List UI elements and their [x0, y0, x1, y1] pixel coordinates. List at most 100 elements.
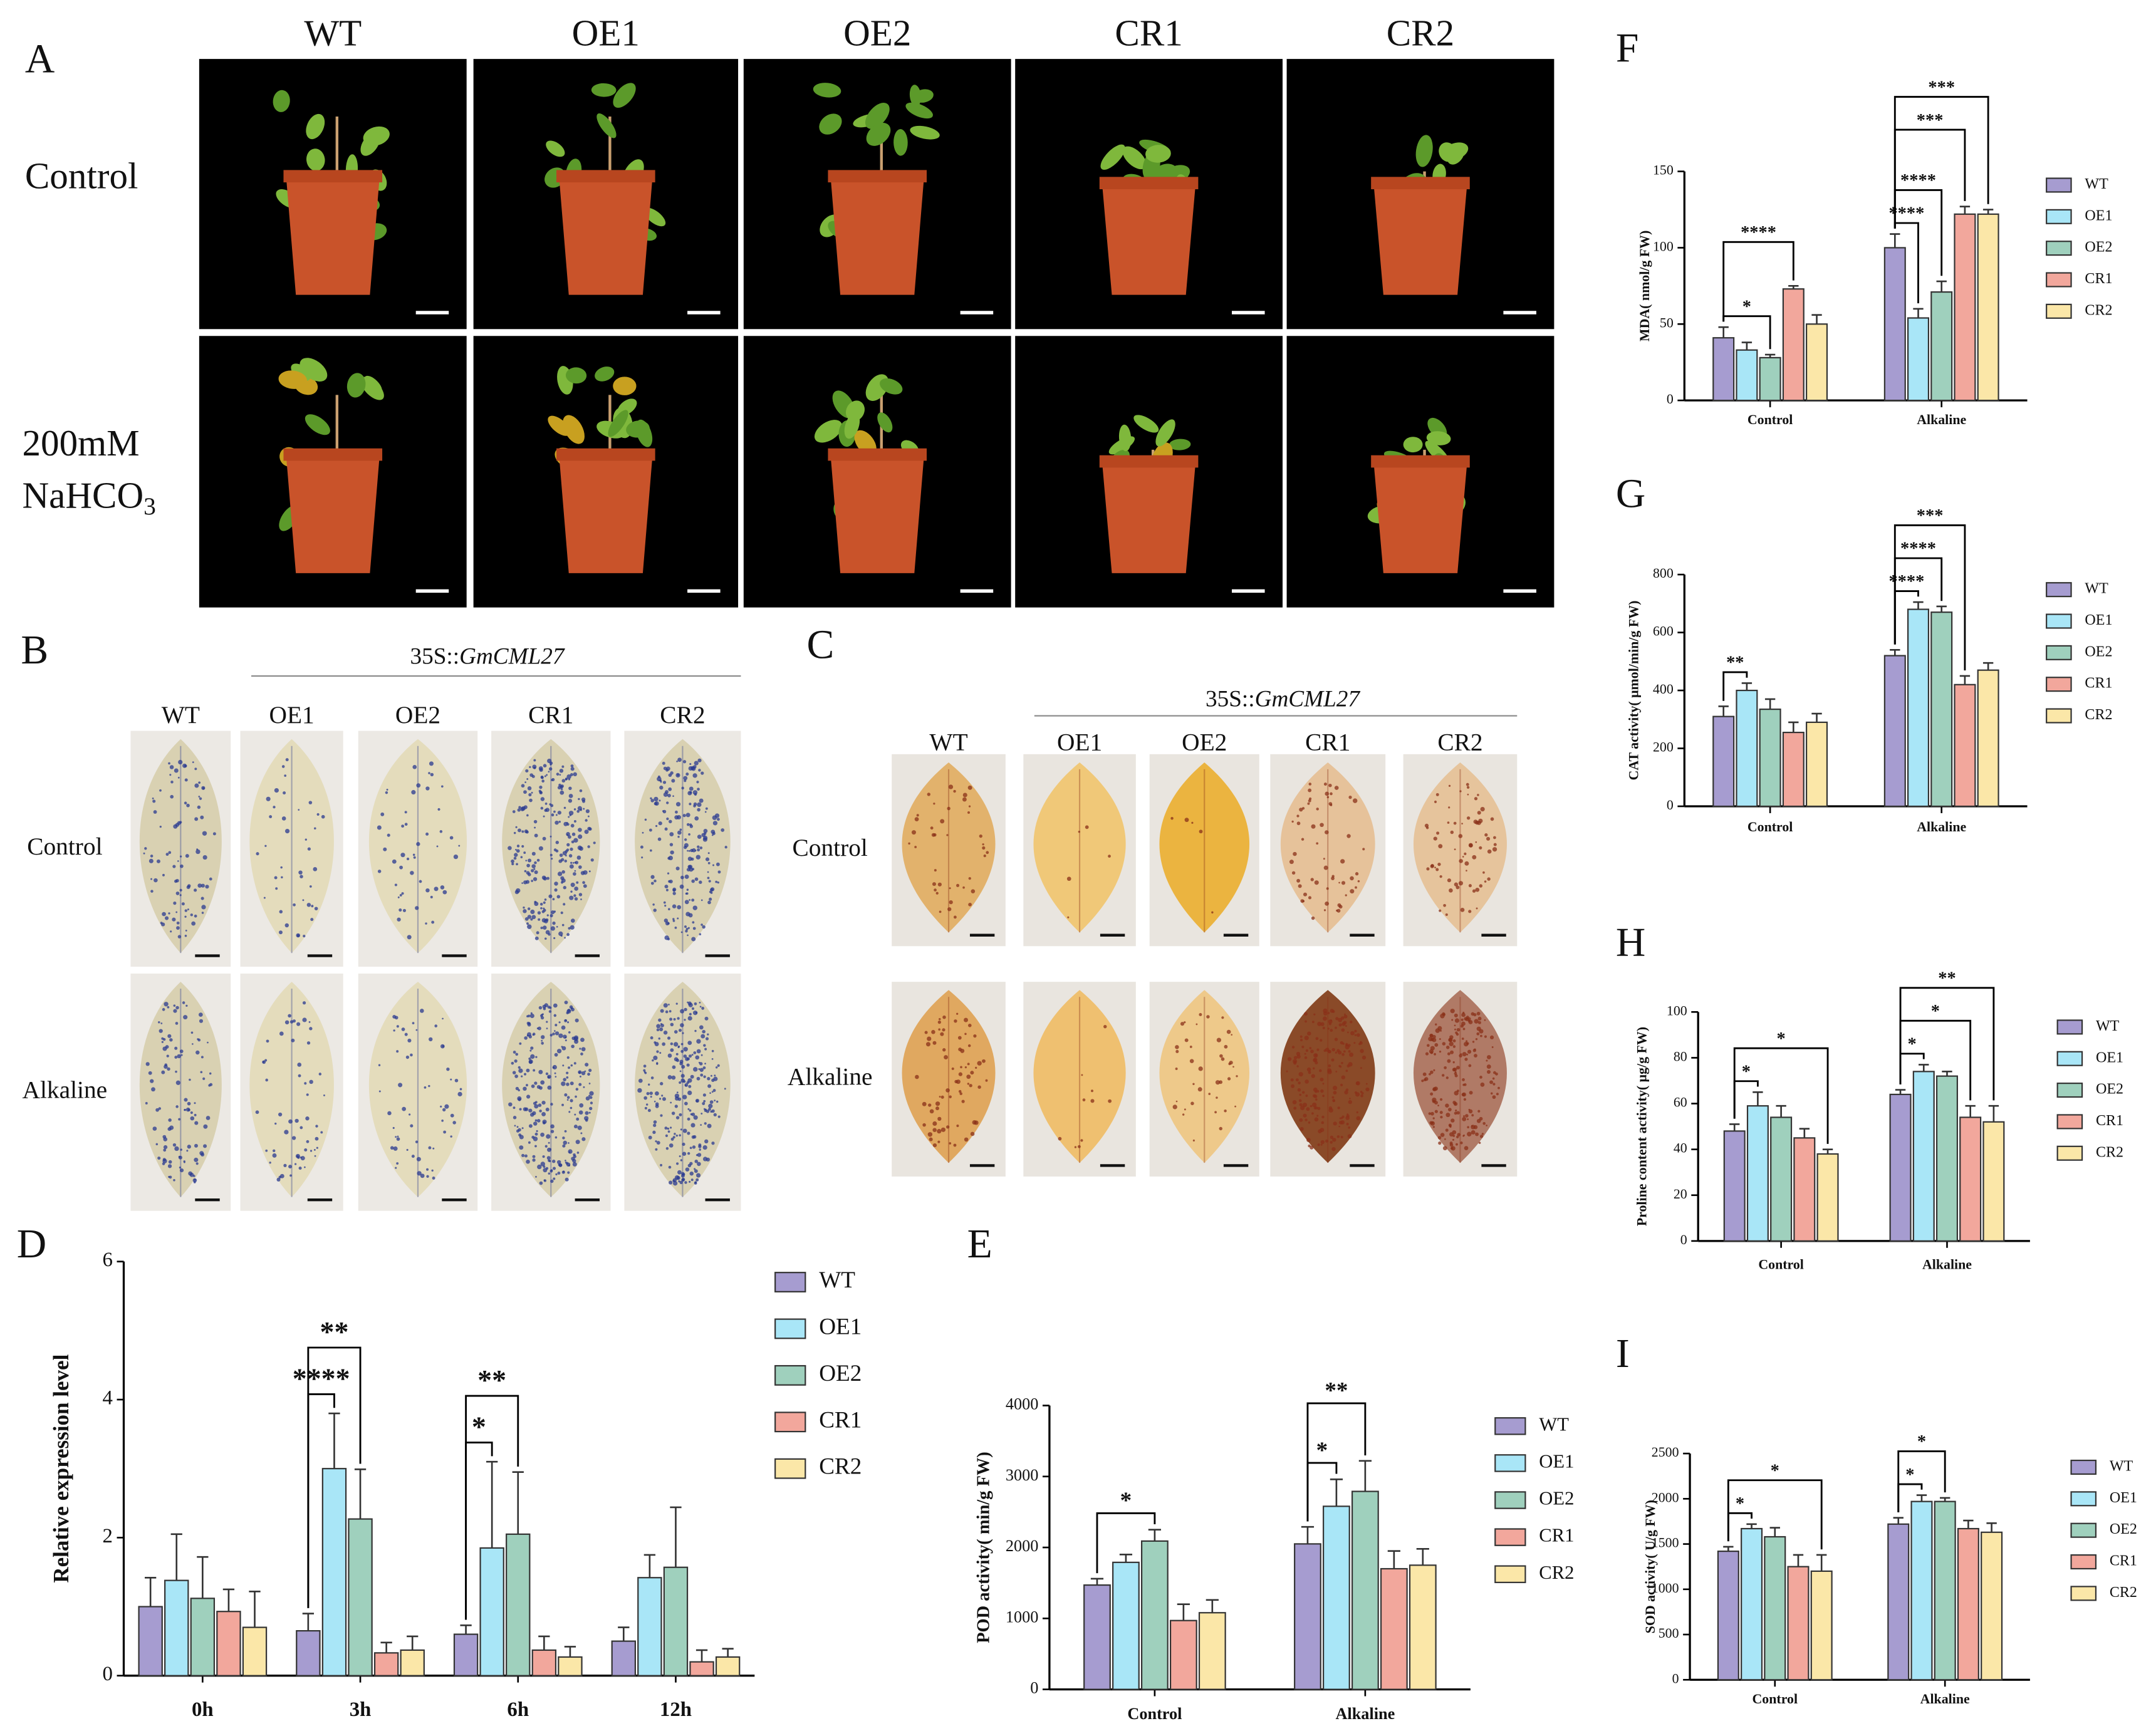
- stain-dot: [1469, 843, 1473, 848]
- stain-dot: [949, 887, 951, 890]
- stain-dot: [1301, 838, 1305, 841]
- stain-dot: [1428, 1036, 1433, 1042]
- stain-dot: [578, 798, 580, 801]
- stain-dot: [1480, 1034, 1482, 1037]
- bar: [1912, 1071, 1935, 1242]
- stain-dot: [655, 824, 658, 828]
- stain-dot: [158, 1107, 162, 1110]
- stain-dot: [686, 823, 690, 826]
- y-axis-label: Relative expression level: [49, 1354, 73, 1583]
- stain-dot: [572, 1162, 577, 1167]
- stain-dot: [568, 799, 573, 803]
- stain-dot: [209, 1072, 212, 1075]
- stain-dot: [194, 1113, 197, 1116]
- stain-dot: [196, 848, 199, 851]
- stain-dot: [660, 1163, 663, 1167]
- stain-dot: [536, 858, 540, 862]
- legend-swatch: [2046, 708, 2072, 724]
- stain-dot: [552, 921, 556, 925]
- stain-dot: [561, 1081, 566, 1086]
- stain-dot: [1343, 1050, 1346, 1053]
- plant-pot: [286, 178, 380, 295]
- stain-dot: [566, 1099, 569, 1101]
- stain-dot: [1291, 1084, 1295, 1088]
- stain-dot: [1316, 808, 1319, 811]
- stain-dot: [167, 1067, 170, 1071]
- stain-dot: [1199, 1012, 1202, 1016]
- stain-dot: [195, 1050, 200, 1055]
- stain-dot: [1325, 901, 1330, 906]
- stain-dot: [668, 908, 670, 911]
- stain-dot: [959, 1092, 962, 1095]
- stain-dot: [415, 1140, 419, 1143]
- stain-dot: [1313, 1106, 1317, 1110]
- stain-dot: [289, 1020, 294, 1024]
- stain-dot: [1303, 1113, 1307, 1118]
- stain-dot: [1302, 1103, 1308, 1108]
- significance-label: ***: [1917, 111, 1944, 130]
- error-bar: [1776, 1104, 1786, 1118]
- column-label: OE1: [269, 701, 315, 729]
- stain-dot: [195, 1162, 199, 1165]
- stain-dot: [440, 1105, 442, 1108]
- stain-dot: [643, 1064, 647, 1068]
- stain-dot: [694, 816, 699, 821]
- stain-dot: [1478, 1141, 1481, 1144]
- stain-dot: [570, 1106, 573, 1110]
- stain-dot: [167, 1164, 172, 1168]
- stain-dot: [927, 1036, 932, 1041]
- error-bar: [197, 1556, 209, 1599]
- bar: [558, 1656, 583, 1676]
- stain-dot: [685, 892, 689, 895]
- stain-dot: [585, 1118, 588, 1122]
- stain-dot: [541, 1039, 543, 1042]
- stain-dot: [578, 893, 583, 897]
- stain-dot: [953, 789, 956, 793]
- stain-dot: [449, 836, 454, 840]
- stain-dot: [314, 907, 318, 911]
- stain-dot: [518, 1098, 521, 1101]
- significance-label: **: [320, 1316, 348, 1348]
- stain-dot: [516, 849, 520, 853]
- stain-dot: [315, 1125, 318, 1128]
- stain-dot: [1090, 1099, 1095, 1103]
- column-label: WT: [162, 701, 200, 729]
- stain-dot: [407, 935, 412, 940]
- stain-dot: [209, 877, 212, 881]
- stain-dot: [650, 1036, 654, 1040]
- stain-dot: [528, 793, 532, 797]
- stain-dot: [556, 1160, 561, 1165]
- stain-dot: [539, 785, 543, 789]
- stain-dot: [508, 1102, 513, 1107]
- stain-dot: [412, 1022, 415, 1024]
- stain-dot: [554, 888, 558, 892]
- stain-dot: [702, 1102, 706, 1105]
- stain-dot: [687, 1016, 692, 1021]
- stain-dot: [457, 1091, 462, 1097]
- stain-dot: [931, 1030, 935, 1034]
- stain-dot: [428, 772, 430, 774]
- stain-dot: [304, 1166, 306, 1168]
- stain-dot: [953, 915, 957, 919]
- stain-dot: [687, 791, 692, 796]
- stain-dot: [446, 1067, 450, 1071]
- stain-dot: [1440, 1115, 1443, 1119]
- stain-dot: [553, 1003, 558, 1008]
- stain-dot: [521, 1127, 524, 1130]
- stain-dot: [1450, 1118, 1455, 1123]
- stain-dot: [1308, 1144, 1311, 1148]
- stain-dot: [692, 921, 695, 924]
- stain-dot: [192, 761, 194, 764]
- stain-dot: [667, 1053, 672, 1058]
- stain-dot: [1434, 1053, 1436, 1056]
- stain-dot: [556, 926, 558, 928]
- stain-dot: [383, 847, 387, 851]
- stain-dot: [563, 1140, 568, 1145]
- stain-dot: [1219, 1126, 1222, 1131]
- stain-dot: [551, 910, 555, 915]
- stain-dot: [186, 1150, 189, 1152]
- stain-dot: [536, 1119, 541, 1123]
- bar: [1736, 689, 1758, 808]
- stain-dot: [398, 1083, 403, 1088]
- stain-dot: [659, 786, 664, 790]
